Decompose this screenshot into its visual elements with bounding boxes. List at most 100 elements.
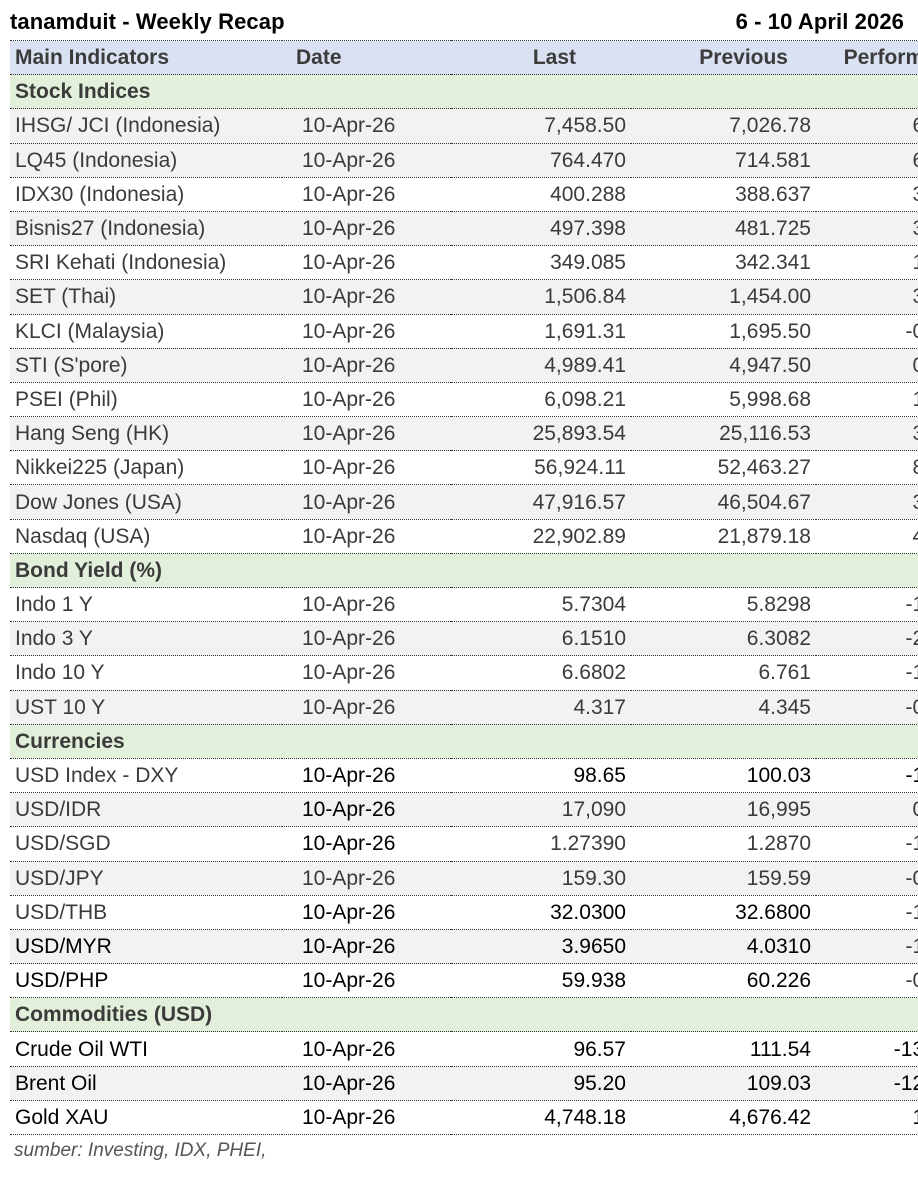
table-row: LQ45 (Indonesia) 10-Apr-26 764.470 714.5… bbox=[10, 142, 918, 178]
indicator-date: 10-Apr-26 bbox=[282, 313, 451, 349]
indicator-name: KLCI (Malaysia) bbox=[10, 313, 282, 349]
indicator-last: 400.288 bbox=[451, 176, 631, 212]
table-row: Indo 3 Y 10-Apr-26 6.1510 6.3082 -2.49% bbox=[10, 621, 918, 657]
indicator-last: 47,916.57 bbox=[451, 484, 631, 520]
indicator-previous: 1,695.50 bbox=[631, 313, 816, 349]
indicator-previous: 5,998.68 bbox=[631, 381, 816, 418]
section-title: Bond Yield (%) bbox=[10, 552, 918, 589]
table-row: SRI Kehati (Indonesia) 10-Apr-26 349.085… bbox=[10, 245, 918, 281]
table-row: SET (Thai) 10-Apr-26 1,506.84 1,454.00 3… bbox=[10, 279, 918, 315]
section-header-currencies: Currencies bbox=[10, 723, 918, 759]
indicator-performance: -1.20% bbox=[816, 655, 918, 691]
indicator-previous: 109.03 bbox=[631, 1065, 816, 1101]
indicator-name: Brent Oil bbox=[10, 1065, 282, 1101]
table-row: USD/IDR 10-Apr-26 17,090 16,995 0.56% bbox=[10, 792, 918, 828]
indicator-performance: -0.64% bbox=[816, 689, 918, 725]
indicator-last: 4,989.41 bbox=[451, 347, 631, 383]
indicator-last: 3.9650 bbox=[451, 928, 631, 965]
indicator-date: 10-Apr-26 bbox=[282, 518, 451, 554]
indicator-last: 5.7304 bbox=[451, 586, 631, 623]
indicator-date: 10-Apr-26 bbox=[282, 826, 451, 862]
indicator-date: 10-Apr-26 bbox=[282, 792, 451, 828]
indicator-previous: 25,116.53 bbox=[631, 416, 816, 452]
indicator-performance: -0.25% bbox=[816, 313, 918, 349]
indicator-performance: -0.18% bbox=[816, 860, 918, 896]
indicator-name: USD/MYR bbox=[10, 928, 282, 965]
table-row: Gold XAU 10-Apr-26 4,748.18 4,676.42 1.5… bbox=[10, 1099, 918, 1136]
section-header-stock-indices: Stock Indices bbox=[10, 74, 918, 110]
indicator-name: USD/SGD bbox=[10, 826, 282, 862]
indicator-name: SET (Thai) bbox=[10, 279, 282, 315]
indicator-previous: 4,947.50 bbox=[631, 347, 816, 383]
indicator-date: 10-Apr-26 bbox=[282, 928, 451, 965]
indicator-date: 10-Apr-26 bbox=[282, 655, 451, 691]
indicator-name: USD Index - DXY bbox=[10, 757, 282, 794]
indicator-performance: 3.09% bbox=[816, 416, 918, 452]
indicator-last: 6.6802 bbox=[451, 655, 631, 691]
indicator-performance: 1.53% bbox=[816, 1099, 918, 1136]
indicator-previous: 100.03 bbox=[631, 757, 816, 794]
indicator-previous: 4,676.42 bbox=[631, 1099, 816, 1136]
indicator-name: IHSG/ JCI (Indonesia) bbox=[10, 108, 282, 144]
indicator-last: 98.65 bbox=[451, 757, 631, 794]
indicator-last: 32.0300 bbox=[451, 894, 631, 930]
indicator-previous: 4.0310 bbox=[631, 928, 816, 965]
indicator-last: 6.1510 bbox=[451, 621, 631, 657]
table-row: STI (S'pore) 10-Apr-26 4,989.41 4,947.50… bbox=[10, 347, 918, 383]
indicator-name: USD/JPY bbox=[10, 860, 282, 896]
indicator-performance: 3.63% bbox=[816, 279, 918, 315]
indicator-performance: 1.66% bbox=[816, 381, 918, 418]
indicator-previous: 46,504.67 bbox=[631, 484, 816, 520]
table-row: USD/MYR 10-Apr-26 3.9650 4.0310 -1.64% bbox=[10, 928, 918, 965]
indicator-name: Bisnis27 (Indonesia) bbox=[10, 210, 282, 247]
indicator-previous: 16,995 bbox=[631, 792, 816, 828]
indicator-date: 10-Apr-26 bbox=[282, 586, 451, 623]
indicator-previous: 481.725 bbox=[631, 210, 816, 247]
table-row: Dow Jones (USA) 10-Apr-26 47,916.57 46,5… bbox=[10, 484, 918, 520]
indicator-last: 4.317 bbox=[451, 689, 631, 725]
indicator-performance: 0.85% bbox=[816, 347, 918, 383]
indicator-last: 95.20 bbox=[451, 1065, 631, 1101]
table-row: Hang Seng (HK) 10-Apr-26 25,893.54 25,11… bbox=[10, 416, 918, 452]
indicator-previous: 52,463.27 bbox=[631, 450, 816, 486]
indicator-date: 10-Apr-26 bbox=[282, 894, 451, 930]
table-row: Brent Oil 10-Apr-26 95.20 109.03 -12.68% bbox=[10, 1065, 918, 1101]
indicator-previous: 4.345 bbox=[631, 689, 816, 725]
indicator-name: Crude Oil WTI bbox=[10, 1031, 282, 1067]
indicator-date: 10-Apr-26 bbox=[282, 689, 451, 725]
indicator-last: 17,090 bbox=[451, 792, 631, 828]
indicator-last: 59.938 bbox=[451, 963, 631, 999]
column-header-performance: Performance bbox=[816, 39, 918, 76]
column-header-last: Last bbox=[451, 39, 631, 76]
table-row: USD/SGD 10-Apr-26 1.27390 1.2870 -1.02% bbox=[10, 826, 918, 862]
section-header-commodities: Commodities (USD) bbox=[10, 997, 918, 1033]
indicator-name: IDX30 (Indonesia) bbox=[10, 176, 282, 212]
indicator-name: UST 10 Y bbox=[10, 689, 282, 725]
report-date-range: 6 - 10 April 2026 bbox=[735, 9, 904, 34]
indicator-date: 10-Apr-26 bbox=[282, 347, 451, 383]
indicator-performance: -0.48% bbox=[816, 963, 918, 999]
indicator-date: 10-Apr-26 bbox=[282, 108, 451, 144]
indicator-previous: 342.341 bbox=[631, 245, 816, 281]
indicator-performance: 4.68% bbox=[816, 518, 918, 554]
indicator-performance: 0.56% bbox=[816, 792, 918, 828]
indicator-previous: 60.226 bbox=[631, 963, 816, 999]
indicator-name: Dow Jones (USA) bbox=[10, 484, 282, 520]
indicator-previous: 159.59 bbox=[631, 860, 816, 896]
indicator-previous: 21,879.18 bbox=[631, 518, 816, 554]
indicator-performance: -12.68% bbox=[816, 1065, 918, 1101]
table-row: USD/THB 10-Apr-26 32.0300 32.6800 -1.99% bbox=[10, 894, 918, 930]
indicator-last: 96.57 bbox=[451, 1031, 631, 1067]
indicator-date: 10-Apr-26 bbox=[282, 757, 451, 794]
indicator-previous: 5.8298 bbox=[631, 586, 816, 623]
column-header-previous: Previous bbox=[631, 39, 816, 76]
indicator-previous: 1.2870 bbox=[631, 826, 816, 862]
indicator-name: USD/PHP bbox=[10, 963, 282, 999]
indicator-previous: 6.3082 bbox=[631, 621, 816, 657]
table-row: Indo 1 Y 10-Apr-26 5.7304 5.8298 -1.71% bbox=[10, 586, 918, 623]
indicator-date: 10-Apr-26 bbox=[282, 963, 451, 999]
indicator-performance: 6.98% bbox=[816, 142, 918, 178]
indicator-name: Gold XAU bbox=[10, 1099, 282, 1136]
indicator-last: 1,691.31 bbox=[451, 313, 631, 349]
source-footnote: sumber: Investing, IDX, PHEI, bbox=[14, 1140, 267, 1161]
